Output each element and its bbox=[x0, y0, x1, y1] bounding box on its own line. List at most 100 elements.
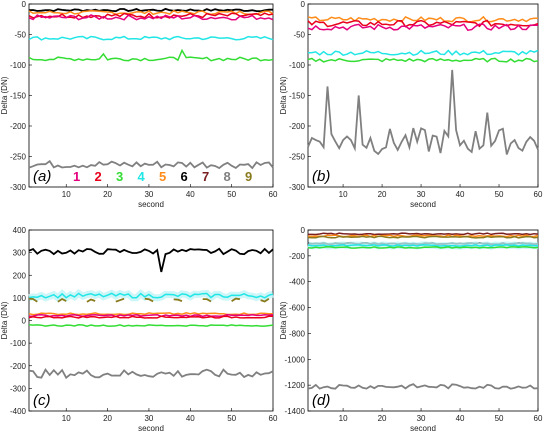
series-line-s2 bbox=[28, 315, 273, 319]
x-tick-label: 20 bbox=[378, 190, 387, 199]
legend-entry: 4 bbox=[138, 169, 146, 184]
x-tick-label: 50 bbox=[227, 190, 236, 199]
y-axis-label: Delta (DN) bbox=[0, 76, 9, 114]
x-tick-label: 60 bbox=[269, 414, 278, 423]
x-tick-label: 40 bbox=[456, 414, 465, 423]
series-line-s6 bbox=[28, 7, 273, 13]
panel-3: 10 20 30 40 50 60 400 300 200 100 0 -100 -200 -300 -40… bbox=[0, 226, 278, 433]
y-tick-label: -100 bbox=[10, 339, 27, 348]
legend-entry: 3 bbox=[116, 169, 123, 184]
series-line-s5 bbox=[28, 9, 274, 16]
y-tick-label: -300 bbox=[10, 183, 27, 192]
series-line-s1 bbox=[28, 14, 274, 21]
y-tick-label: 100 bbox=[13, 294, 27, 303]
y-tick-label: -250 bbox=[289, 153, 306, 162]
series-line-s3 bbox=[307, 246, 539, 249]
y-tick-label: -300 bbox=[289, 183, 306, 192]
y-tick-label: -200 bbox=[289, 252, 306, 261]
x-tick-label: 30 bbox=[144, 190, 153, 199]
x-tick-label: 30 bbox=[144, 414, 153, 423]
y-tick-label: 300 bbox=[13, 249, 27, 258]
y-tick-label: 200 bbox=[13, 271, 27, 280]
y-axis-label: Delta (DN) bbox=[0, 301, 9, 339]
series-line-s9 bbox=[307, 235, 539, 239]
series-line-s8 bbox=[307, 69, 539, 156]
y-tick-label: -200 bbox=[10, 122, 27, 131]
x-tick-label: 10 bbox=[62, 414, 71, 423]
panel-label: (b) bbox=[312, 168, 330, 185]
y-tick-label: -800 bbox=[289, 329, 306, 338]
series-line-s5 bbox=[307, 15, 539, 23]
legend-entry: 5 bbox=[159, 169, 166, 184]
y-tick-label: -100 bbox=[289, 61, 306, 70]
series-line-s9 bbox=[57, 297, 67, 303]
series-line-s9 bbox=[260, 297, 270, 303]
series-line-s2 bbox=[28, 12, 274, 19]
y-tick-label: -200 bbox=[10, 362, 27, 371]
plot-frame bbox=[28, 229, 274, 412]
x-tick-label: 10 bbox=[62, 190, 71, 199]
x-tick-label: 50 bbox=[495, 190, 504, 199]
x-axis-label: second bbox=[410, 424, 436, 433]
panel-2: 10 20 30 40 50 60 0 -50 -100 -150 -200 -250 -300 seco… bbox=[279, 0, 543, 209]
y-tick-label: -400 bbox=[10, 407, 27, 416]
legend-entry: 8 bbox=[224, 169, 231, 184]
y-tick-label: -150 bbox=[289, 92, 306, 101]
series-line-s9 bbox=[28, 297, 38, 303]
plot-frame bbox=[307, 229, 539, 412]
x-tick-label: 60 bbox=[534, 190, 543, 199]
x-tick-label: 40 bbox=[186, 414, 195, 423]
y-tick-label: 0 bbox=[301, 226, 306, 235]
x-axis-label: second bbox=[410, 200, 436, 209]
x-tick-label: 20 bbox=[103, 414, 112, 423]
panel-1: 10 20 30 40 50 60 0 -50 -100 -150 -200 -250 -300 seco… bbox=[0, 0, 278, 209]
x-tick-label: 40 bbox=[186, 190, 195, 199]
plot-frame bbox=[307, 3, 539, 188]
series-line-s8 bbox=[307, 383, 539, 390]
legend-entry: 9 bbox=[245, 169, 252, 184]
y-tick-label: 0 bbox=[22, 317, 27, 326]
series-line-s6 bbox=[28, 247, 274, 273]
y-tick-label: -100 bbox=[10, 61, 27, 70]
series-line-s8 bbox=[28, 159, 274, 170]
series-line-s7 bbox=[308, 232, 539, 236]
series-line-s9 bbox=[173, 298, 183, 302]
series-line-s1 bbox=[307, 23, 538, 32]
series-line-s9 bbox=[231, 297, 241, 302]
y-tick-label: -600 bbox=[289, 304, 306, 313]
x-tick-label: 30 bbox=[417, 190, 426, 199]
y-axis-label: Delta (DN) bbox=[279, 301, 288, 339]
x-tick-label: 10 bbox=[339, 190, 348, 199]
x-tick-label: 50 bbox=[495, 414, 504, 423]
y-tick-label: -50 bbox=[293, 31, 305, 40]
x-tick-label: 60 bbox=[534, 414, 543, 423]
panel-label: (a) bbox=[33, 168, 51, 185]
series-line-s4 bbox=[28, 35, 274, 41]
series-line-s9 bbox=[144, 297, 154, 303]
series-line-s8 bbox=[28, 368, 274, 380]
y-tick-label: 400 bbox=[13, 226, 27, 235]
x-tick-label: 20 bbox=[103, 190, 112, 199]
series-line-s9 bbox=[115, 297, 125, 303]
series-line-s4 bbox=[28, 292, 274, 299]
y-tick-label: -300 bbox=[10, 384, 27, 393]
legend-entry: 1 bbox=[73, 169, 80, 184]
series-line-s1 bbox=[28, 313, 274, 318]
x-axis-label: second bbox=[138, 424, 164, 433]
legend-entry: 7 bbox=[202, 169, 209, 184]
series-line-s3 bbox=[307, 57, 539, 63]
series-line-s4 bbox=[307, 244, 539, 247]
y-axis-label: Delta (DN) bbox=[279, 76, 288, 114]
x-tick-label: 50 bbox=[227, 414, 236, 423]
x-tick-label: 20 bbox=[378, 414, 387, 423]
x-tick-label: 60 bbox=[269, 190, 278, 199]
series-line-s4 bbox=[307, 49, 539, 57]
legend-entry: 2 bbox=[95, 169, 102, 184]
y-tick-label: 0 bbox=[22, 0, 27, 9]
series-line-s9 bbox=[86, 298, 96, 303]
panel-label: (d) bbox=[312, 392, 330, 409]
y-tick-label: -1400 bbox=[285, 407, 306, 416]
plot-frame bbox=[28, 3, 274, 188]
y-tick-label: -250 bbox=[10, 153, 27, 162]
